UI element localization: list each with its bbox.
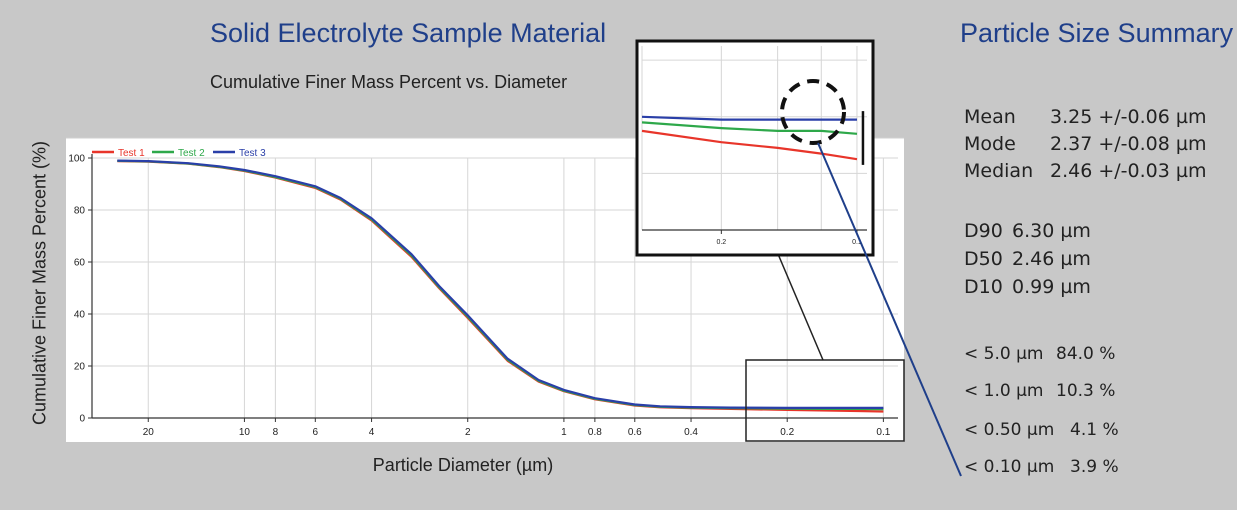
y-tick-label: 100 — [68, 154, 85, 165]
inset-zoom: 0.2 0.1 — [635, 39, 875, 257]
x-tick-label: 0.6 — [628, 427, 642, 438]
inset-series-line-1 — [641, 129, 858, 161]
y-tick-label: 80 — [74, 206, 86, 217]
x-tick-label: 0.8 — [588, 427, 602, 438]
stat-value: 3.9 % — [1070, 457, 1119, 477]
stat-finer-1: < 1.0 µm 10.3 % — [964, 381, 1115, 401]
stat-label: D90 — [964, 220, 1003, 242]
stat-label: D50 — [964, 248, 1003, 270]
axes — [88, 154, 898, 422]
stat-label: D10 — [964, 276, 1003, 298]
stat-d50: D50 2.46 µm — [964, 248, 1091, 270]
inset-series — [641, 111, 865, 165]
zoom-connector-line — [777, 253, 824, 361]
inset-frame — [635, 39, 875, 257]
zoom-region-box — [745, 359, 905, 442]
legend: Test 1 Test 2 Test 3 — [92, 148, 266, 159]
y-tick-label: 40 — [74, 310, 86, 321]
y-tick-label: 60 — [74, 258, 86, 269]
x-tick-label: 20 — [143, 427, 155, 438]
stat-mode: Mode 2.37 +/-0.08 µm — [964, 133, 1206, 155]
stat-value: 84.0 % — [1056, 344, 1116, 364]
x-tick-label: 0.4 — [684, 427, 698, 438]
x-tick-label: 0.1 — [876, 427, 890, 438]
stat-finer-050: < 0.50 µm 4.1 % — [964, 420, 1119, 440]
x-tick-label: 10 — [239, 427, 251, 438]
y-tick-label: 0 — [79, 414, 85, 425]
series-lines — [117, 159, 884, 413]
inset-grid — [641, 46, 867, 231]
series-line-3 — [117, 159, 884, 409]
legend-label: Test 1 — [118, 148, 145, 159]
grid-lines — [92, 157, 898, 418]
inset-x-tick-label: 0.1 — [852, 239, 862, 246]
x-tick-label: 0.2 — [780, 427, 794, 438]
stat-label: < 1.0 µm — [964, 381, 1044, 401]
stat-d90: D90 6.30 µm — [964, 220, 1091, 242]
stat-d10: D10 0.99 µm — [964, 276, 1091, 298]
x-tick-label: 2 — [465, 427, 471, 438]
stat-finer-010: < 0.10 µm 3.9 % — [964, 457, 1119, 477]
stat-label: Median — [964, 160, 1034, 182]
highlight-circle — [780, 79, 846, 145]
inset-series-line-2 — [641, 121, 858, 135]
stat-value: 10.3 % — [1056, 381, 1116, 401]
chart-subtitle: Cumulative Finer Mass Percent vs. Diamet… — [210, 72, 568, 92]
x-tick-label: 8 — [273, 427, 279, 438]
stat-label: < 0.10 µm — [964, 457, 1055, 477]
stat-value: 2.46 µm — [1012, 248, 1091, 270]
y-tick-label: 20 — [74, 362, 86, 373]
stat-value: 3.25 +/-0.06 µm — [1050, 106, 1207, 128]
x-tick-label: 6 — [313, 427, 319, 438]
x-tick-label: 1 — [561, 427, 567, 438]
stat-value: 2.46 +/-0.03 µm — [1050, 160, 1207, 182]
x-axis-label: Particle Diameter (µm) — [372, 455, 554, 475]
x-tick-label: 4 — [369, 427, 375, 438]
stat-value: 2.37 +/-0.08 µm — [1050, 133, 1207, 155]
legend-label: Test 2 — [178, 148, 205, 159]
inset-series-line-3 — [641, 115, 857, 121]
stat-median: Median 2.46 +/-0.03 µm — [964, 160, 1206, 182]
stat-label: Mode — [964, 133, 1016, 155]
stat-finer-5: < 5.0 µm 84.0 % — [964, 344, 1115, 364]
tick-labels: 20 10 8 6 4 2 1 0.8 0.6 0.4 0.2 0.1 0 20 40 60 80 100 — [68, 154, 890, 439]
legend-label: Test 3 — [239, 148, 266, 159]
callout-line — [817, 142, 962, 477]
stat-value: 4.1 % — [1070, 420, 1119, 440]
stat-label: < 0.50 µm — [964, 420, 1055, 440]
stat-label: Mean — [964, 106, 1016, 128]
stat-mean: Mean 3.25 +/-0.06 µm — [964, 106, 1206, 128]
inset-x-tick-label: 0.2 — [716, 239, 726, 246]
stat-value: 0.99 µm — [1012, 276, 1091, 298]
chart-title: Solid Electrolyte Sample Material — [210, 18, 607, 48]
stat-value: 6.30 µm — [1012, 220, 1091, 242]
summary-title: Particle Size Summary — [960, 18, 1234, 48]
stat-label: < 5.0 µm — [964, 344, 1044, 364]
